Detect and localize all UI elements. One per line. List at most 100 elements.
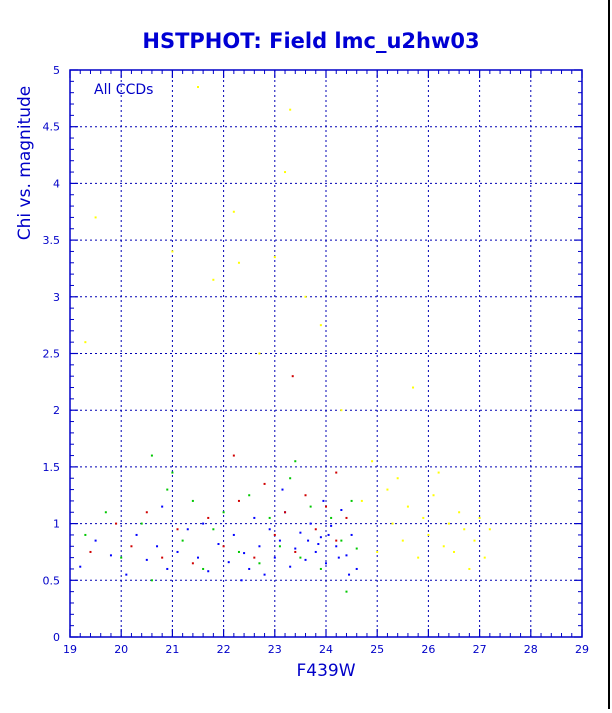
x-tick-label: 20 [114, 643, 128, 656]
x-tick-label: 29 [575, 643, 589, 656]
data-point [79, 565, 82, 568]
data-point [401, 539, 404, 542]
data-point [161, 556, 164, 559]
data-point [94, 539, 97, 542]
data-point [345, 554, 348, 557]
data-point [278, 539, 281, 542]
data-point [263, 573, 266, 576]
data-point [84, 341, 87, 344]
data-point [322, 499, 325, 502]
data-point [284, 511, 287, 514]
data-point [197, 556, 199, 559]
data-point [145, 558, 148, 561]
data-point [447, 522, 450, 525]
data-point [268, 516, 271, 519]
data-point [437, 471, 440, 474]
data-point [330, 524, 333, 527]
data-point [473, 539, 476, 542]
data-point [319, 324, 322, 327]
data-point [294, 547, 297, 550]
data-point [166, 488, 169, 491]
data-point [130, 545, 133, 548]
chart-title: HSTPHOT: Field lmc_u2hw03 [142, 29, 479, 53]
data-point [248, 567, 251, 570]
data-point [289, 477, 292, 480]
data-point [345, 516, 348, 519]
data-point [140, 522, 143, 525]
data-point [386, 488, 389, 491]
data-point [291, 375, 294, 378]
data-point [258, 352, 261, 355]
data-point [299, 556, 302, 559]
data-point [145, 511, 148, 514]
data-point [337, 556, 340, 559]
data-point [350, 533, 353, 536]
data-point [412, 386, 415, 389]
data-point [150, 579, 153, 582]
data-point [237, 550, 240, 553]
data-point [84, 533, 87, 536]
data-point [468, 567, 471, 570]
data-point [360, 499, 363, 502]
data-point [371, 460, 374, 463]
data-point [125, 573, 128, 576]
data-point [273, 556, 276, 559]
data-point [319, 567, 322, 570]
data-point [330, 516, 333, 519]
data-point [335, 545, 338, 548]
x-tick-label: 22 [217, 643, 231, 656]
y-tick-label: 5 [53, 64, 60, 77]
data-point [314, 528, 317, 531]
data-point [161, 505, 164, 508]
data-point [222, 511, 225, 514]
data-point [191, 562, 194, 565]
data-point [171, 250, 174, 253]
y-tick-label: 4 [53, 177, 60, 190]
data-point [319, 536, 322, 539]
x-tick-label: 23 [268, 643, 282, 656]
data-point [325, 562, 327, 565]
data-point [325, 505, 327, 508]
data-point [120, 556, 123, 559]
data-point [281, 488, 284, 491]
data-point [417, 556, 420, 559]
data-point [278, 545, 281, 548]
y-axis-label: Chi vs. magnitude [15, 86, 35, 240]
x-tick-label: 21 [165, 643, 179, 656]
data-point [304, 494, 307, 497]
data-points [79, 86, 491, 593]
data-point [166, 567, 169, 570]
data-point [181, 539, 184, 542]
data-point [232, 210, 235, 213]
data-point [115, 522, 118, 525]
data-point [299, 531, 302, 534]
data-point [248, 494, 251, 497]
annotation-label: All CCDs [94, 82, 153, 98]
data-point [207, 570, 210, 573]
data-point [289, 565, 292, 568]
data-point [191, 499, 194, 502]
y-tick-label: 2.5 [43, 348, 61, 361]
data-point [327, 533, 330, 536]
data-point [268, 528, 271, 531]
data-point [197, 86, 199, 89]
x-tick-label: 19 [63, 643, 77, 656]
data-point [232, 533, 235, 536]
y-tick-label: 4.5 [43, 121, 61, 134]
x-axis-label: F439W [296, 661, 355, 681]
data-point [222, 545, 225, 548]
data-point [104, 511, 107, 514]
data-point [253, 556, 256, 559]
data-point [240, 579, 243, 582]
data-point [89, 550, 92, 553]
data-point [212, 528, 215, 531]
right-border [608, 0, 610, 709]
data-point [284, 171, 287, 174]
y-tick-label: 1.5 [43, 461, 61, 474]
data-point [186, 528, 189, 531]
data-point [202, 522, 205, 525]
data-point [335, 539, 338, 542]
data-point [294, 460, 297, 463]
data-point [463, 528, 466, 531]
